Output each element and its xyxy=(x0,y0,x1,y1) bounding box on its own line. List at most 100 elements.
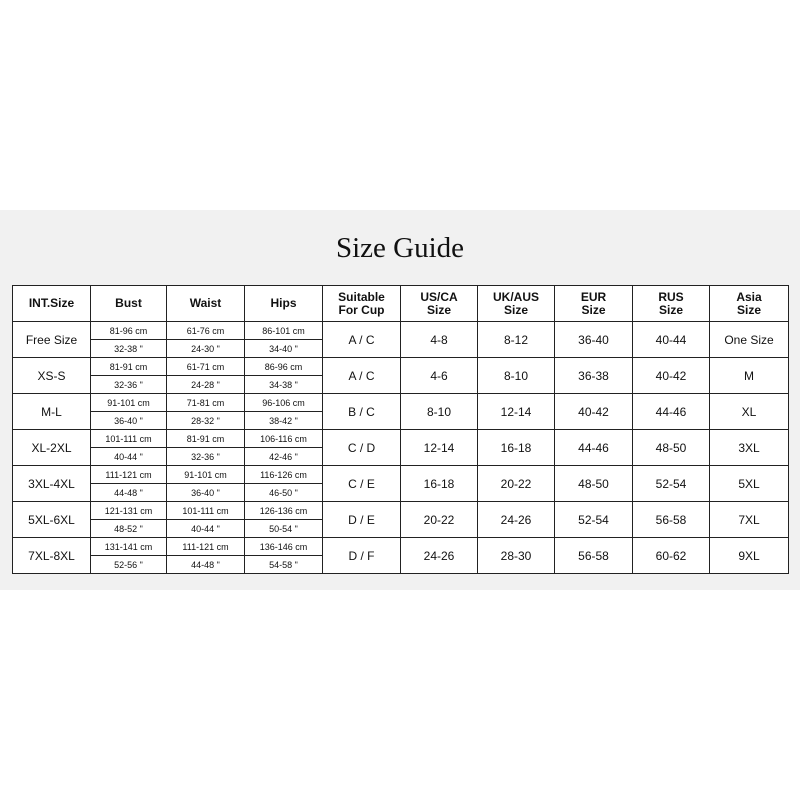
cell-bust-in: 52-56 " xyxy=(90,555,167,574)
cell-hips-cm: 96-106 cm xyxy=(244,393,323,412)
cell-cup: A / C xyxy=(322,321,401,358)
cell-eur: 36-40 xyxy=(554,321,633,358)
table-row-inches: 48-52 " 40-44 " 50-54 " xyxy=(13,519,789,538)
cell-hips-in: 42-46 " xyxy=(244,447,323,466)
cell-int: XS-S xyxy=(12,357,91,394)
cell-bust-cm: 81-96 cm xyxy=(90,321,167,340)
cell-hips-cm: 126-136 cm xyxy=(244,501,323,520)
cell-eur: 52-54 xyxy=(554,501,633,538)
cell-waist-cm: 61-71 cm xyxy=(166,357,245,376)
cell-cup: B / C xyxy=(322,393,401,430)
cell-rus: 56-58 xyxy=(632,501,710,538)
header-hips: Hips xyxy=(244,285,323,322)
cell-int: Free Size xyxy=(12,321,91,358)
table-row: 7XL-8XL 131-141 cm 111-121 cm 136-146 cm D /… xyxy=(12,537,789,574)
cell-waist-in: 24-30 " xyxy=(166,339,245,358)
cell-waist-cm: 101-111 cm xyxy=(166,501,245,520)
cell-asia: M xyxy=(709,357,789,394)
cell-uk: 16-18 xyxy=(477,429,555,466)
cell-bust-cm: 101-111 cm xyxy=(90,429,167,448)
cell-rus: 48-50 xyxy=(632,429,710,466)
cell-cup: D / E xyxy=(322,501,401,538)
cell-eur: 40-42 xyxy=(554,393,633,430)
cell-hips-cm: 116-126 cm xyxy=(244,465,323,484)
cell-bust-cm: 121-131 cm xyxy=(90,501,167,520)
cell-int: 3XL-4XL xyxy=(12,465,91,502)
cell-int: 7XL-8XL xyxy=(12,537,91,574)
cell-bust-in: 32-38 " xyxy=(90,339,167,358)
header-row: INT.Size Bust Waist Hips Suitable For Cup US/… xyxy=(12,285,789,322)
cell-int: M-L xyxy=(12,393,91,430)
cell-hips-cm: 86-101 cm xyxy=(244,321,323,340)
cell-waist-cm: 81-91 cm xyxy=(166,429,245,448)
cell-waist-cm: 71-81 cm xyxy=(166,393,245,412)
table-row: 3XL-4XL 111-121 cm 91-101 cm 116-126 cm C / … xyxy=(12,465,789,502)
cell-cup: C / E xyxy=(322,465,401,502)
cell-uk: 12-14 xyxy=(477,393,555,430)
cell-hips-in: 54-58 " xyxy=(244,555,323,574)
table-row: XS-S 81-91 cm 61-71 cm 86-96 cm A / C 4-6 8-10… xyxy=(12,357,789,394)
table-row: Free Size 81-96 cm 61-76 cm 86-101 cm A / C 4… xyxy=(12,321,789,358)
header-eur: EUR Size xyxy=(554,285,633,322)
cell-bust-in: 44-48 " xyxy=(90,483,167,502)
cell-hips-in: 46-50 " xyxy=(244,483,323,502)
cell-waist-cm: 61-76 cm xyxy=(166,321,245,340)
table-row: 5XL-6XL 121-131 cm 101-111 cm 126-136 cm D /… xyxy=(12,501,789,538)
cell-uk: 24-26 xyxy=(477,501,555,538)
header-asia: Asia Size xyxy=(709,285,789,322)
cell-hips-cm: 136-146 cm xyxy=(244,537,323,556)
cell-uk: 8-10 xyxy=(477,357,555,394)
cell-waist-in: 40-44 " xyxy=(166,519,245,538)
cell-waist-in: 36-40 " xyxy=(166,483,245,502)
cell-cup: D / F xyxy=(322,537,401,574)
cell-us: 16-18 xyxy=(400,465,478,502)
cell-bust-in: 32-36 " xyxy=(90,375,167,394)
cell-waist-cm: 91-101 cm xyxy=(166,465,245,484)
header-cup: Suitable For Cup xyxy=(322,285,401,322)
header-rus: RUS Size xyxy=(632,285,710,322)
cell-us: 8-10 xyxy=(400,393,478,430)
table-row-inches: 40-44 " 32-36 " 42-46 " xyxy=(13,447,789,466)
cell-waist-in: 28-32 " xyxy=(166,411,245,430)
table-row: M-L 91-101 cm 71-81 cm 96-106 cm B / C 8-10 12… xyxy=(12,393,789,430)
cell-bust-cm: 111-121 cm xyxy=(90,465,167,484)
cell-rus: 60-62 xyxy=(632,537,710,574)
header-bust: Bust xyxy=(90,285,167,322)
cell-asia: 7XL xyxy=(709,501,789,538)
cell-asia: 5XL xyxy=(709,465,789,502)
table-row-inches: 52-56 " 44-48 " 54-58 " xyxy=(13,555,789,574)
cell-us: 12-14 xyxy=(400,429,478,466)
cell-uk: 20-22 xyxy=(477,465,555,502)
cell-rus: 40-42 xyxy=(632,357,710,394)
cell-bust-cm: 91-101 cm xyxy=(90,393,167,412)
cell-waist-in: 44-48 " xyxy=(166,555,245,574)
cell-rus: 40-44 xyxy=(632,321,710,358)
cell-us: 4-6 xyxy=(400,357,478,394)
cell-waist-in: 32-36 " xyxy=(166,447,245,466)
cell-hips-in: 34-38 " xyxy=(244,375,323,394)
cell-bust-cm: 131-141 cm xyxy=(90,537,167,556)
size-guide-table: INT.Size Bust Waist Hips Suitable For Cup US/… xyxy=(12,285,789,574)
cell-cup: C / D xyxy=(322,429,401,466)
table-row-inches: 32-38 " 24-30 " 34-40 " xyxy=(13,339,789,358)
cell-eur: 48-50 xyxy=(554,465,633,502)
cell-hips-cm: 106-116 cm xyxy=(244,429,323,448)
page-title: Size Guide xyxy=(335,232,465,264)
cell-cup: A / C xyxy=(322,357,401,394)
cell-asia: 9XL xyxy=(709,537,789,574)
cell-us: 20-22 xyxy=(400,501,478,538)
cell-rus: 52-54 xyxy=(632,465,710,502)
cell-int: 5XL-6XL xyxy=(12,501,91,538)
cell-bust-in: 36-40 " xyxy=(90,411,167,430)
cell-eur: 36-38 xyxy=(554,357,633,394)
cell-us: 24-26 xyxy=(400,537,478,574)
cell-hips-in: 38-42 " xyxy=(244,411,323,430)
header-us-ca: US/CA Size xyxy=(400,285,478,322)
cell-hips-in: 34-40 " xyxy=(244,339,323,358)
header-uk-aus: UK/AUS Size xyxy=(477,285,555,322)
cell-uk: 28-30 xyxy=(477,537,555,574)
header-waist: Waist xyxy=(166,285,245,322)
cell-asia: XL xyxy=(709,393,789,430)
cell-uk: 8-12 xyxy=(477,321,555,358)
